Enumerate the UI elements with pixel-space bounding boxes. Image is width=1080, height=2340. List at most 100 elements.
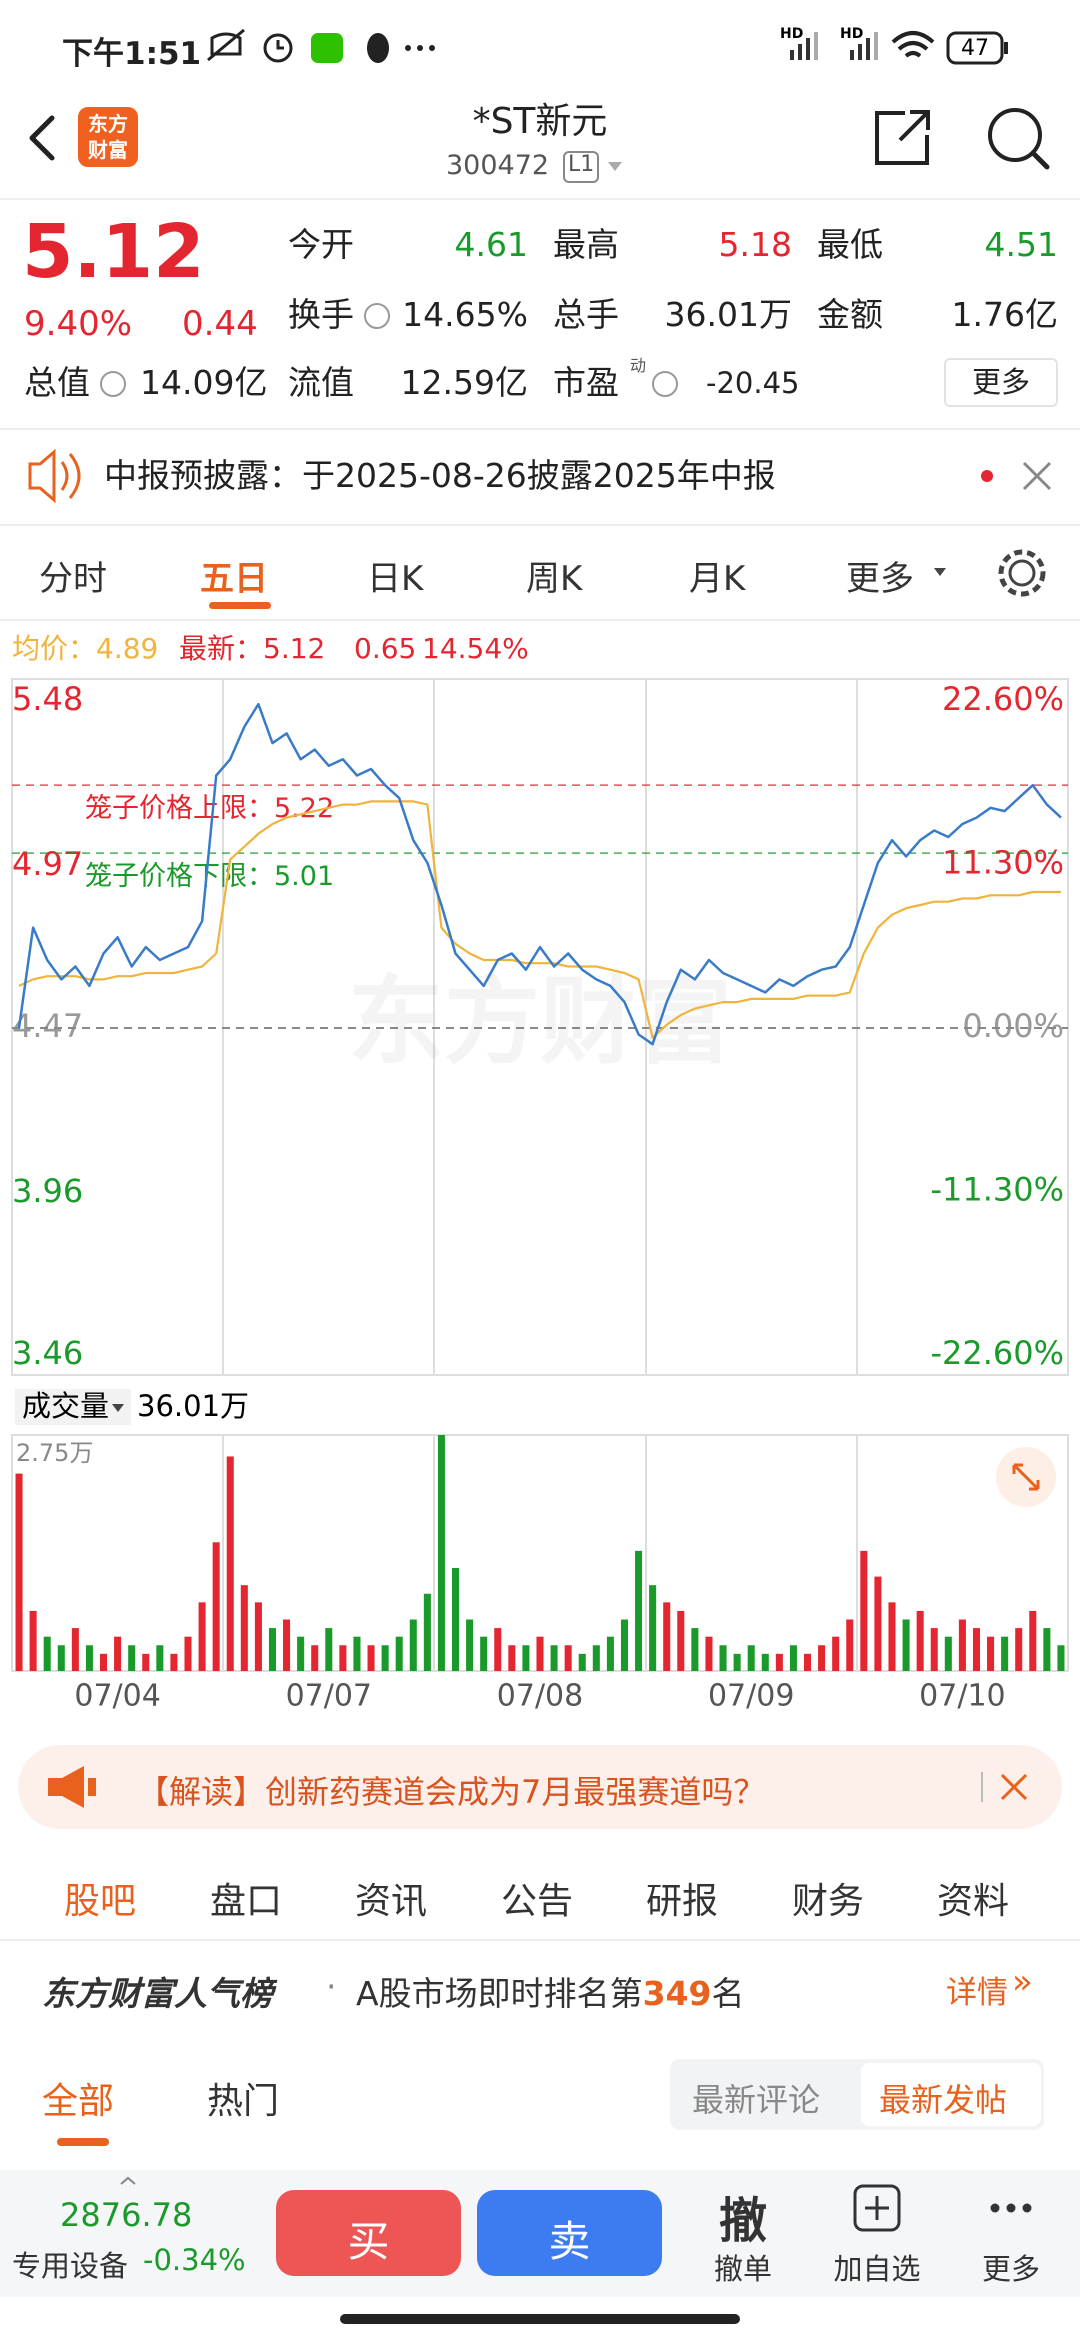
sort-option-active[interactable]: 最新发帖	[879, 2081, 1008, 2119]
legend-item: 0.65	[354, 632, 416, 665]
sector-change: -0.34%	[143, 2243, 246, 2277]
post-tab[interactable]: 热门	[207, 2081, 280, 2122]
rank-link[interactable]: 详情	[946, 1975, 1008, 2011]
price-line	[17, 702, 1062, 1046]
volume-bar	[15, 1473, 23, 1671]
section-tab[interactable]: 公告	[501, 1881, 574, 1922]
field-value: 12.59亿	[400, 363, 528, 402]
notice-text[interactable]: 中报预披露：于2025-08-26披露2025年中报	[104, 456, 776, 495]
more-button[interactable]: 更多	[944, 358, 1058, 407]
volume-bar	[184, 1636, 192, 1671]
network-label: HD	[840, 26, 863, 42]
tab-active[interactable]: 五日	[200, 559, 268, 599]
volume-bar	[874, 1576, 882, 1671]
search-button[interactable]	[988, 108, 1042, 162]
sort-option[interactable]: 最新评论	[692, 2081, 821, 2119]
clock: 下午1:51	[62, 36, 202, 72]
info-icon[interactable]	[100, 371, 126, 397]
battery	[946, 31, 1004, 65]
volume-bar	[466, 1619, 474, 1671]
app-logo[interactable]: 东方 财富	[78, 107, 138, 167]
info-icon[interactable]	[652, 371, 678, 397]
average-line	[18, 800, 1061, 1039]
cage-limit-name: 笼子价格上限：	[85, 793, 274, 824]
field-value: 5.18	[718, 225, 792, 264]
battery-tip	[1004, 42, 1008, 54]
volume-bar	[592, 1645, 600, 1671]
volume-bar	[437, 1435, 445, 1671]
section-tab[interactable]: 研报	[646, 1881, 719, 1922]
divider	[0, 198, 1080, 200]
volume-selector[interactable]	[15, 1389, 131, 1425]
x-tick-label: 07/09	[708, 1679, 794, 1714]
volume-bar	[1015, 1628, 1023, 1671]
rank-line: A股市场即时排名第349名	[356, 1967, 744, 2015]
divider	[0, 524, 1080, 526]
volume-bar	[240, 1585, 248, 1671]
settings-gear	[998, 549, 1046, 597]
banner-close[interactable]	[1000, 1773, 1028, 1801]
level-dropdown[interactable]	[608, 162, 622, 171]
index-value: 2876.78	[60, 2196, 193, 2234]
volume-title: 成交量	[22, 1389, 109, 1423]
banner-text[interactable]: 【解读】创新药赛道会成为7月最强赛道吗？	[137, 1773, 766, 1811]
volume-bar	[522, 1645, 530, 1671]
banner-icon	[48, 1766, 96, 1808]
section-tab[interactable]: 资讯	[355, 1881, 428, 1922]
sector-name: 专用设备	[12, 2249, 129, 2283]
volume-bar	[494, 1628, 502, 1671]
share-button[interactable]	[875, 110, 930, 165]
network-label: HD	[780, 26, 803, 42]
tab[interactable]: 日K	[367, 559, 424, 599]
volume-bar	[719, 1645, 727, 1671]
sort-active	[861, 2063, 1041, 2126]
legend-item: 均价：4.89	[12, 632, 158, 665]
tab[interactable]: 月K	[689, 559, 746, 599]
field-value: 14.65%	[402, 295, 528, 334]
back-button[interactable]	[29, 115, 55, 161]
stock-code: 300472	[446, 150, 550, 181]
section-tab[interactable]: 财务	[792, 1881, 865, 1922]
divider	[0, 619, 1080, 621]
settings-button[interactable]	[1008, 559, 1036, 587]
legend-item: 最新：5.12	[179, 632, 325, 665]
cancel-icon[interactable]: 撤	[718, 2193, 767, 2249]
more-dots	[405, 45, 435, 51]
tab[interactable]: 更多	[846, 559, 914, 599]
section-tab-active[interactable]: 股吧	[64, 1881, 137, 1922]
tab-more-arrow	[934, 568, 946, 576]
day-dividers	[222, 679, 858, 1671]
buy-button[interactable]	[276, 2190, 461, 2276]
cage-limit-label: 笼子价格上限：5.22	[85, 793, 334, 824]
field-value: 14.09亿	[140, 363, 268, 402]
post-tab-active[interactable]: 全部	[42, 2081, 115, 2122]
tab[interactable]: 分时	[39, 559, 107, 599]
y2-tick-label: -11.30%	[930, 1171, 1064, 1209]
section-tab[interactable]: 资料	[937, 1881, 1010, 1922]
section-tab[interactable]: 盘口	[210, 1881, 283, 1922]
field-value: 4.51	[984, 225, 1058, 264]
info-icon[interactable]	[364, 303, 390, 329]
status-icons	[207, 28, 293, 63]
cage-limit-name: 笼子价格下限：	[85, 861, 274, 892]
watchlist-icon[interactable]	[853, 2184, 901, 2232]
volume-bar	[142, 1653, 150, 1671]
more-icon[interactable]	[990, 2203, 1032, 2213]
battery-level: 47	[961, 36, 989, 61]
rank-link-arrow: »	[1012, 1962, 1033, 2002]
tab[interactable]: 周K	[526, 559, 583, 599]
notice-close[interactable]	[1022, 461, 1052, 491]
volume-tick-label: 2.75万	[16, 1439, 93, 1467]
volume-total: 36.01万	[137, 1389, 249, 1423]
sell-button[interactable]	[477, 2190, 662, 2276]
signal-bars	[790, 32, 878, 60]
cage-limit-label: 笼子价格下限：5.01	[85, 861, 334, 892]
volume-bar	[1029, 1610, 1037, 1671]
last-price: 5.12	[22, 209, 205, 295]
volume-bar	[663, 1602, 671, 1671]
cage-limit-value: 5.01	[274, 861, 334, 892]
watermark: 东方财富	[348, 965, 732, 1077]
field-label: 今开	[288, 225, 354, 264]
banner[interactable]	[18, 1745, 1062, 1829]
